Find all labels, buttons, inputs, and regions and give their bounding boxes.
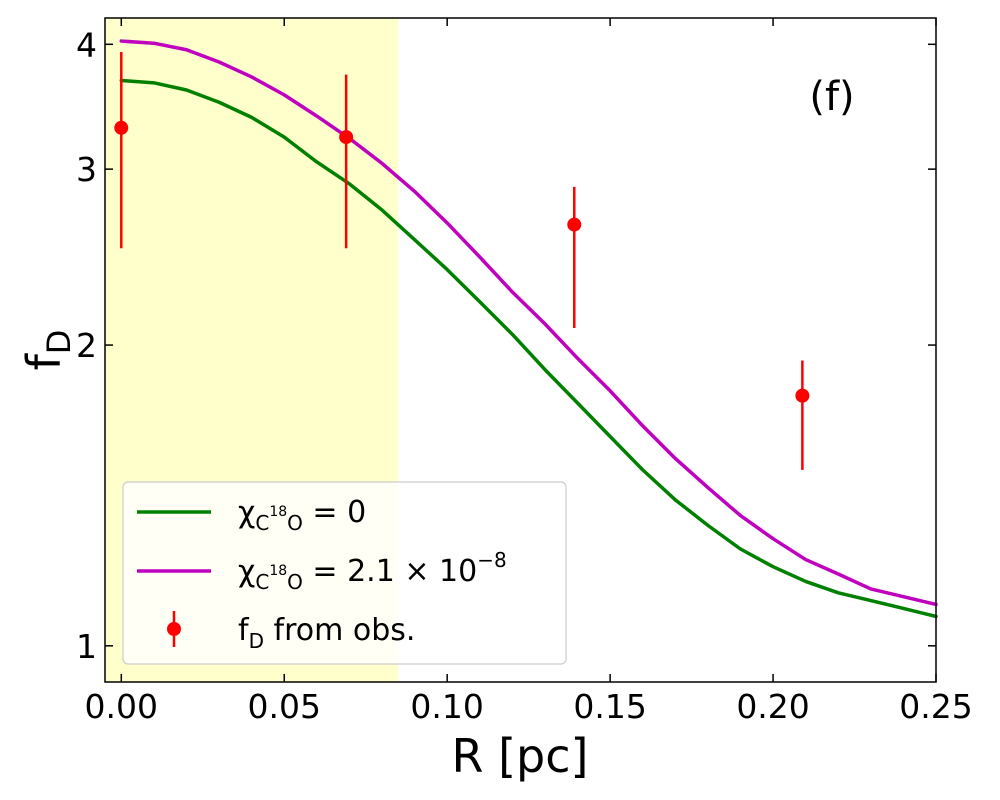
x-tick-label: 0.25 (899, 687, 972, 726)
legend-label-green: χC18O = 0 (238, 495, 366, 535)
legend-obs-base: f (238, 613, 250, 648)
legend-magenta-sup: 18 (269, 563, 287, 579)
legend-obs-eq: from obs. (264, 613, 415, 648)
y-tick-label: 2 (76, 326, 97, 365)
legend-green-eq: = 0 (303, 495, 366, 530)
x-tick-label: 0.15 (573, 687, 646, 726)
legend-green-sub2: O (287, 511, 303, 535)
x-tick-label: 0.05 (247, 687, 320, 726)
legend-magenta-sub2: O (287, 570, 303, 594)
y-tick-label: 4 (76, 25, 97, 64)
data-point (795, 388, 810, 403)
legend-obs-sub: D (249, 629, 264, 653)
y-tick-label: 3 (76, 150, 97, 189)
plot-frame (104, 17, 937, 683)
legend: χC18O = 0 χC18O = 2.1 × 10−8 fD from obs… (122, 481, 567, 665)
series-line-1 (119, 39, 938, 607)
legend-box (122, 481, 567, 665)
y-axis-label: fD (17, 330, 78, 371)
data-point (339, 130, 354, 145)
legend-green-sub: C (255, 511, 269, 535)
panel-label: (f) (809, 74, 854, 120)
x-tick-label: 0.10 (410, 687, 483, 726)
x-axis-label: R [pc] (452, 729, 589, 783)
legend-label-obs: fD from obs. (238, 613, 415, 653)
x-tick-label: 0.00 (85, 687, 158, 726)
series-line-0 (119, 78, 938, 619)
legend-magenta-base: χ (238, 554, 255, 589)
data-point (114, 120, 129, 135)
legend-label-magenta: χC18O = 2.1 × 10−8 (238, 548, 507, 594)
y-tick-label: 1 (76, 627, 97, 666)
legend-green-base: χ (238, 495, 255, 530)
x-tick-label: 0.20 (736, 687, 809, 726)
y-axis-label-main: f (17, 352, 71, 370)
legend-magenta-eq: = 2.1 × 10 (303, 554, 477, 589)
legend-green-sup: 18 (269, 504, 287, 520)
data-point (567, 217, 582, 232)
legend-swatch-marker (167, 622, 181, 636)
y-axis-label-sub: D (40, 330, 78, 355)
legend-magenta-sub: C (255, 570, 269, 594)
legend-magenta-exp: −8 (477, 548, 506, 572)
